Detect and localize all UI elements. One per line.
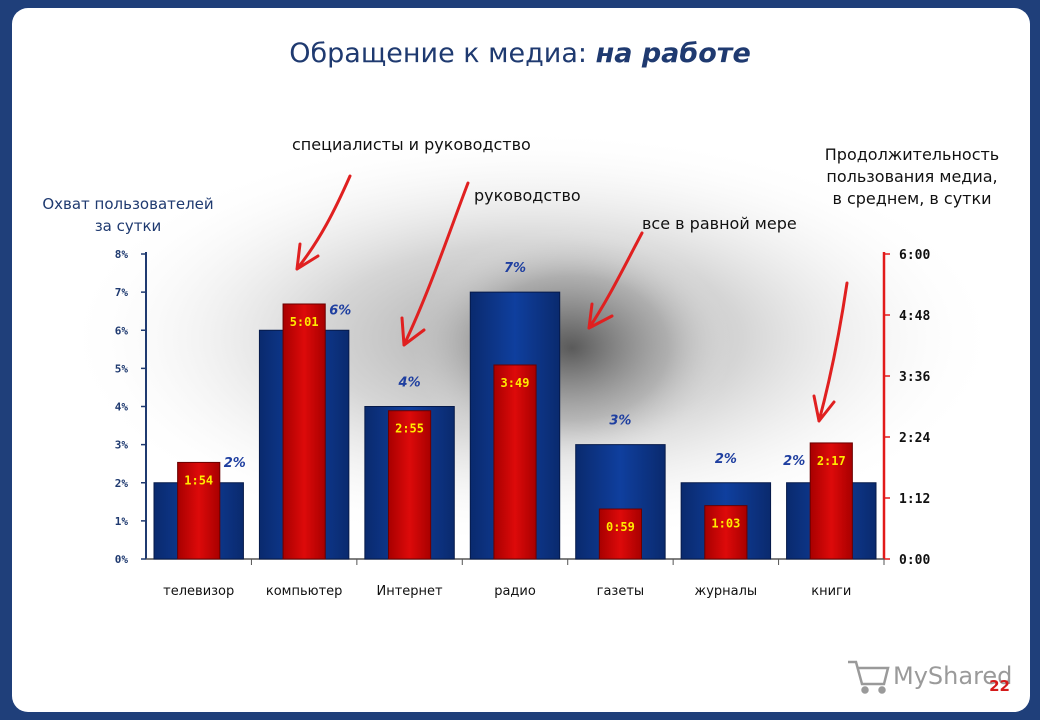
reach-label-line-1: Охват пользователей — [42, 195, 213, 213]
duration-bar — [493, 364, 537, 560]
title-plain: Обращение к медиа: — [289, 38, 595, 69]
reach-label: 4% — [398, 376, 421, 391]
duration-label: 1:03 — [711, 517, 740, 531]
annotation-arrows — [295, 174, 849, 423]
duration-bar — [598, 508, 643, 560]
duration-label: 2:55 — [395, 422, 424, 436]
category-label: компьютер — [266, 584, 343, 599]
reach-label: 7% — [504, 261, 526, 276]
duration-bar — [809, 442, 853, 560]
duration-label: 1:54 — [184, 473, 213, 487]
arrow-to-internet — [400, 181, 470, 347]
reach-label: 3% — [609, 414, 631, 429]
category-label: радио — [494, 584, 536, 599]
right-tick-label: 4:48 — [899, 309, 930, 324]
category-label: журналы — [695, 584, 758, 599]
title-emphasis: на работе — [596, 38, 751, 69]
category-label: газеты — [597, 584, 645, 599]
reach-label: 2% — [224, 456, 246, 471]
left-axis: 0% 1% 2% 3% 4% 5% 6% 7% 8% — [115, 248, 147, 566]
left-tick-label: 3% — [115, 439, 129, 452]
right-axis-ticks: 0:00 1:12 2:24 3:36 4:48 6:00 — [884, 248, 930, 568]
right-tick-label: 1:12 — [899, 492, 930, 507]
reach-label-line-2: за сутки — [95, 217, 162, 235]
annotation-management: руководство — [474, 186, 581, 205]
right-axis: 0:00 1:12 2:24 3:36 4:48 6:00 — [882, 248, 930, 568]
category-label: Интернет — [377, 584, 444, 599]
category-label: телевизор — [163, 584, 234, 599]
reach-label: 2% — [715, 452, 737, 467]
duration-label: 0:59 — [606, 520, 635, 534]
annotation-specialists: специалисты и руководство — [292, 135, 531, 154]
arrow-to-computer — [295, 174, 352, 271]
right-tick-label: 6:00 — [899, 248, 930, 263]
duration-bar — [704, 505, 748, 560]
duration-bar — [282, 303, 326, 560]
left-tick-label: 4% — [115, 401, 129, 414]
left-tick-label: 8% — [115, 248, 129, 261]
duration-label-line-3: в среднем, в сутки — [832, 189, 991, 208]
duration-label-line-2: пользования медиа, — [826, 167, 997, 186]
left-tick-label: 5% — [115, 362, 129, 375]
left-tick-label: 2% — [115, 477, 129, 490]
duration-bar — [177, 461, 221, 560]
logo-text: MyShared — [893, 662, 1012, 690]
duration-label: 5:01 — [290, 315, 319, 329]
reach-label: 6% — [329, 303, 351, 318]
category-label: книги — [811, 584, 851, 599]
left-tick-label: 7% — [115, 286, 129, 299]
left-tick-label: 1% — [115, 515, 129, 528]
page-number: 22 — [989, 677, 1010, 695]
duration-bar — [387, 410, 432, 560]
left-axis-ticks: 0% 1% 2% 3% 4% 5% 6% 7% 8% — [115, 248, 146, 566]
duration-label: 2:17 — [817, 454, 846, 468]
left-tick-label: 6% — [115, 324, 129, 337]
duration-label-line-1: Продолжительность — [825, 145, 999, 164]
cart-icon — [848, 660, 890, 694]
duration-label: 3:49 — [501, 376, 530, 390]
page-title: Обращение к медиа: на работе — [289, 38, 751, 69]
myshared-logo: MyShared — [848, 660, 1012, 694]
right-tick-label: 0:00 — [899, 553, 930, 568]
annotation-everyone: все в равной мере — [642, 214, 797, 233]
arrow-to-books — [812, 281, 849, 423]
bars: 1:54 2% 5:01 6% 2:55 4% 3:49 7% 0:59 3% 1:03 2% 2:17… — [153, 261, 877, 560]
left-tick-label: 0% — [115, 553, 129, 566]
arrow-to-newspapers — [587, 231, 644, 330]
reach-label: 2% — [783, 454, 805, 469]
right-tick-label: 2:24 — [899, 431, 930, 446]
right-tick-label: 3:36 — [899, 370, 930, 385]
category-labels: телевизор компьютер Интернет радио газеты жур… — [163, 559, 885, 599]
